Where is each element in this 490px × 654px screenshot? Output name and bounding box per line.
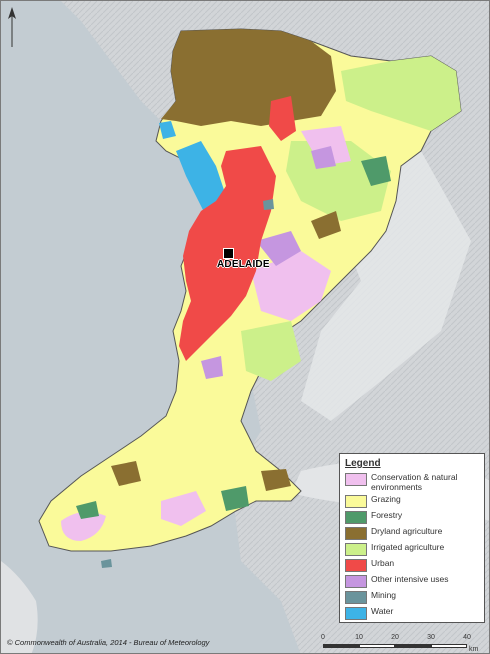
conservation-sw [61, 512, 106, 541]
legend-item: Mining [345, 590, 479, 604]
legend-label: Water [371, 606, 394, 616]
legend-swatch [345, 543, 367, 556]
dryland-south-2 [261, 469, 291, 491]
legend-swatch [345, 473, 367, 486]
scale-tick-3: 30 [427, 634, 435, 641]
legend-item: Grazing [345, 494, 479, 508]
scale-tick-2: 20 [391, 634, 399, 641]
other-intensive-3 [201, 356, 223, 379]
mining-2 [101, 559, 112, 568]
water-coast [159, 121, 176, 139]
legend-label: Other intensive uses [371, 574, 449, 584]
legend-swatch [345, 607, 367, 620]
conservation-hills [251, 251, 331, 321]
city-label: ADELAIDE [217, 259, 270, 270]
forestry-3 [76, 501, 99, 519]
irrigated-east [341, 56, 461, 131]
legend-swatch [345, 559, 367, 572]
legend-label: Urban [371, 558, 395, 568]
legend-label: Grazing [371, 494, 401, 504]
legend-swatch [345, 527, 367, 540]
scale-segment [395, 644, 431, 648]
water-inlet [176, 141, 226, 216]
city-marker-icon [223, 248, 234, 259]
forestry-2 [221, 486, 249, 511]
legend-item: Urban [345, 558, 479, 572]
mining-1 [263, 199, 274, 210]
other-intensive-2 [311, 146, 336, 169]
legend-label: Forestry [371, 510, 403, 520]
legend-label: Irrigated agriculture [371, 542, 445, 552]
other-intensive-1 [256, 231, 301, 266]
scale-segment [359, 644, 395, 648]
legend-swatch [345, 495, 367, 508]
north-arrow-icon [8, 7, 16, 47]
legend-swatch [345, 575, 367, 588]
irrigated-ridge [241, 321, 301, 381]
southwest-land [1, 561, 38, 653]
forestry-1 [361, 156, 391, 186]
legend-title: Legend [345, 458, 381, 469]
conservation-south [161, 491, 206, 526]
urban-north [269, 96, 296, 141]
conservation-north [301, 126, 351, 166]
scale-tick-1: 10 [355, 634, 363, 641]
legend-item: Forestry [345, 510, 479, 524]
scale-segment [323, 644, 359, 648]
dryland-mid [311, 211, 341, 239]
copyright-notice: © Commonwealth of Australia, 2014 - Bure… [7, 638, 210, 647]
scale-tick-4: 40 [463, 634, 471, 641]
scale-unit: km [469, 646, 479, 653]
legend-label: Conservation & natural environments [371, 472, 458, 492]
dryland-south-1 [111, 461, 141, 486]
legend-swatch [345, 591, 367, 604]
legend-item: Other intensive uses [345, 574, 479, 588]
legend-panel: Legend Conservation & natural environmen… [339, 453, 485, 623]
scale-tick-0: 0 [321, 634, 325, 641]
legend-item: Conservation & natural environments [345, 472, 479, 492]
legend-label: Mining [371, 590, 397, 600]
legend-swatch [345, 511, 367, 524]
scale-segment [431, 644, 467, 648]
scale-bar: 0 10 20 30 40 km [319, 634, 479, 653]
dryland-north [161, 29, 336, 126]
legend-item: Water [345, 606, 479, 620]
legend-label: Dryland agriculture [371, 526, 443, 536]
legend-item: Irrigated agriculture [345, 542, 479, 556]
legend-item: Dryland agriculture [345, 526, 479, 540]
